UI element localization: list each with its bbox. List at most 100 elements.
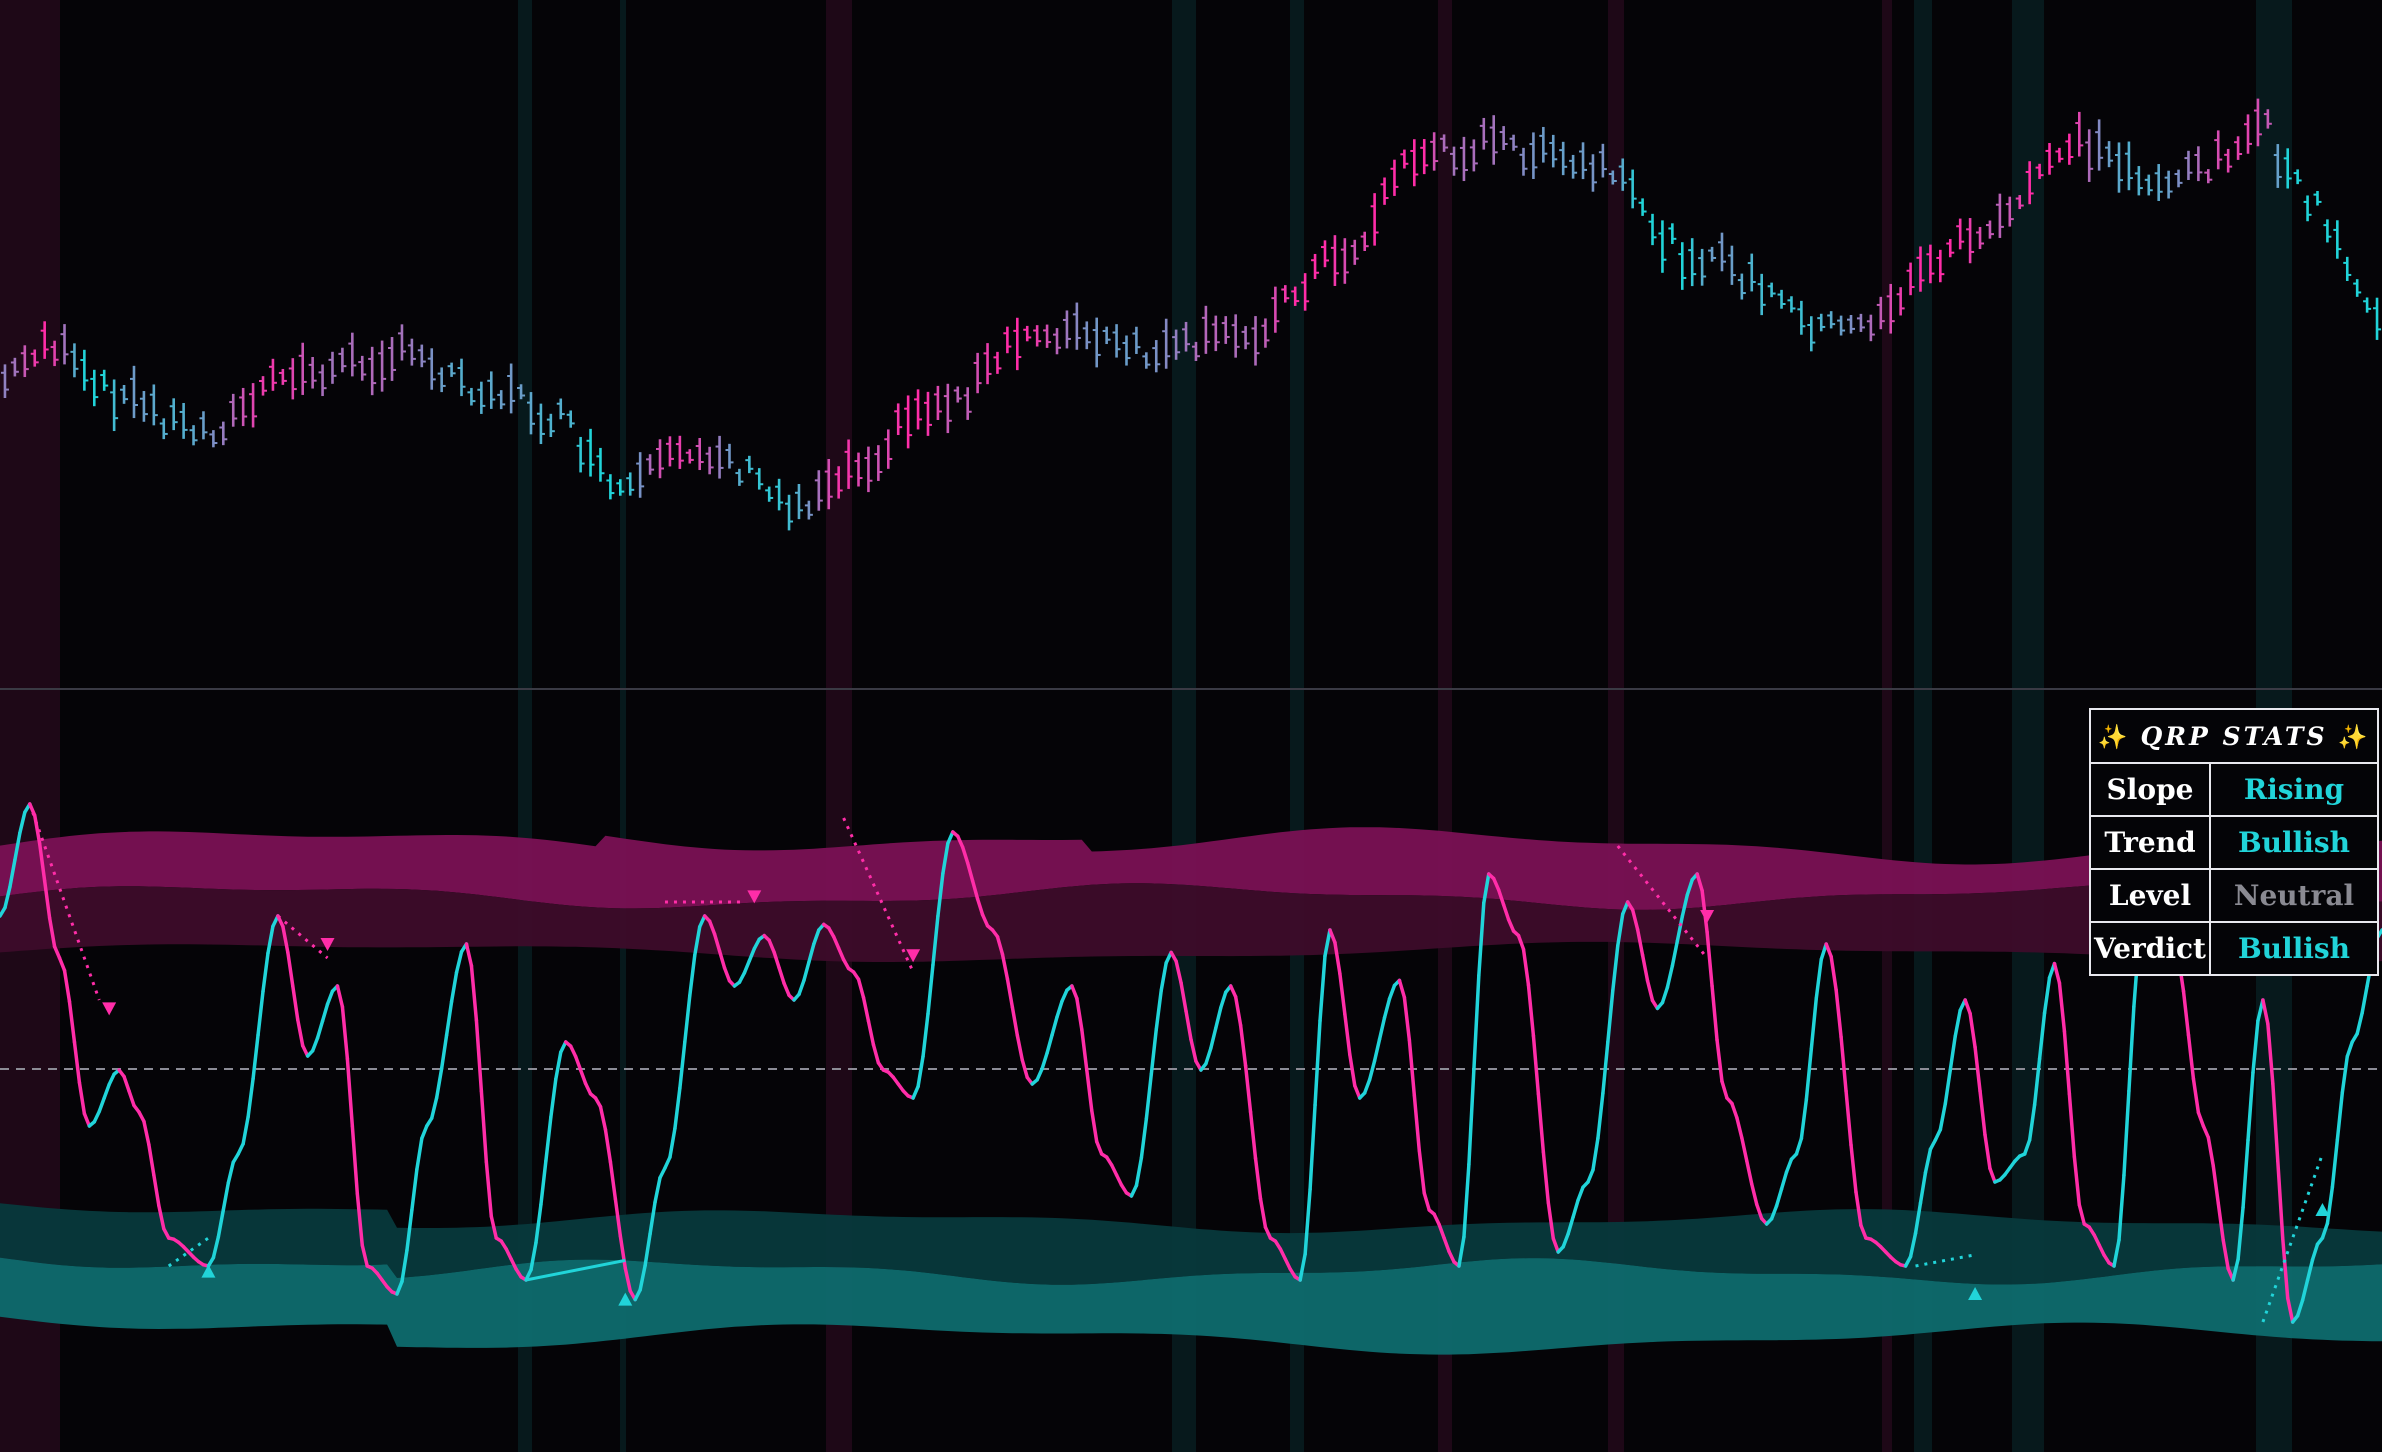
oscillator-segment <box>1238 1023 1248 1068</box>
oscillator-segment <box>1045 1033 1054 1055</box>
oscillator-segment <box>797 978 806 997</box>
oscillator-segment <box>1040 1051 1049 1071</box>
oscillator-segment <box>350 1124 360 1196</box>
bearish-divergence-marker <box>906 949 921 963</box>
oscillator-segment <box>1387 983 1397 1001</box>
oscillator-segment <box>717 949 727 970</box>
oscillator-segment <box>434 1066 444 1100</box>
oscillator-segment <box>142 1119 151 1147</box>
oscillator-segment <box>931 914 940 967</box>
oscillator-segment <box>1740 1136 1749 1163</box>
oscillator-segment <box>1918 1170 1928 1205</box>
oscillator-segment <box>2320 1221 2330 1240</box>
oscillator-segment <box>1467 1068 1476 1167</box>
oscillator-segment <box>1665 964 1675 990</box>
oscillator-segment <box>1214 1006 1223 1030</box>
oscillator-segment <box>2325 1185 2335 1226</box>
oscillator-segment <box>1005 976 1015 1009</box>
oscillator-segment <box>1660 985 1670 1005</box>
oscillator-segment <box>1814 957 1823 1001</box>
upper-band-inner <box>0 883 2382 964</box>
oscillator-segment <box>52 944 62 960</box>
oscillator-segment <box>1338 971 1347 1016</box>
oscillator-segment <box>1263 1225 1273 1240</box>
oscillator-segment <box>980 912 990 928</box>
oscillator-segment <box>2251 1018 2260 1075</box>
oscillator-segment <box>1710 984 1719 1042</box>
oscillator-bands <box>0 827 2382 1355</box>
oscillator-segment <box>57 956 67 973</box>
oscillator-segment <box>1015 1033 1025 1062</box>
oscillator-segment <box>1799 1097 1809 1141</box>
oscillator-segment <box>946 830 955 846</box>
oscillator-segment <box>1184 1009 1193 1042</box>
oscillator-segment <box>2231 1257 2240 1282</box>
oscillator-segment <box>1616 912 1625 948</box>
oscillator-segment <box>1397 978 1407 1000</box>
oscillator-segment <box>1348 1052 1357 1088</box>
stats-label: Verdict <box>2091 923 2211 974</box>
oscillator-segment <box>137 1110 146 1124</box>
oscillator-segment <box>663 1155 672 1170</box>
oscillator-segment <box>549 1077 558 1120</box>
oscillator-segment <box>1472 973 1481 1072</box>
oscillator-segment <box>1204 1046 1213 1066</box>
oscillator-segment <box>266 924 275 955</box>
oscillator-segment <box>1635 927 1645 957</box>
oscillator-segment <box>1437 1222 1446 1240</box>
bullish-divergence-line <box>1915 1253 1976 1268</box>
oscillator-segment <box>1377 1015 1387 1041</box>
oscillator-segment <box>420 1124 429 1141</box>
oscillator-segment <box>1675 914 1685 943</box>
oscillator-segment <box>251 1033 260 1081</box>
oscillator-segment <box>454 950 464 975</box>
oscillator-segment <box>92 1109 101 1124</box>
oscillator-segment <box>1432 1212 1441 1227</box>
oscillator-segment <box>1745 1159 1754 1186</box>
oscillator-segment <box>291 984 300 1022</box>
oscillator-segment <box>812 928 821 946</box>
oscillator-segment <box>693 925 702 958</box>
oscillator-segment <box>2112 1238 2121 1268</box>
oscillator-segment <box>1794 1136 1804 1156</box>
oscillator-segment <box>1541 1150 1551 1205</box>
oscillator-segment <box>216 1208 226 1239</box>
bullish-divergence-marker <box>1968 1287 1983 1300</box>
oscillator-segment <box>1620 900 1630 916</box>
oscillator-segment <box>1412 1093 1422 1153</box>
oscillator-segment <box>405 1208 414 1253</box>
oscillator-segment <box>1219 990 1228 1010</box>
oscillator-segment <box>345 1056 355 1128</box>
oscillator-segment <box>2300 1278 2310 1302</box>
oscillator-segment <box>539 1159 548 1207</box>
oscillator-segment <box>1174 959 1183 985</box>
divergence-markers <box>28 803 2330 1323</box>
oscillator-segment <box>102 1082 111 1100</box>
price-bars <box>0 98 2382 531</box>
oscillator-segment <box>2266 1022 2275 1086</box>
oscillator-segment <box>2042 975 2052 1015</box>
oscillator-segment <box>1844 1089 1853 1147</box>
oscillator-segment <box>1953 1008 1962 1039</box>
oscillator-segment <box>1516 933 1526 951</box>
oscillator-segment <box>643 1232 652 1268</box>
oscillator-segment <box>1854 1190 1863 1228</box>
oscillator-segment <box>2186 1033 2196 1081</box>
oscillator-segment <box>236 1142 245 1156</box>
oscillator-segment <box>310 1036 320 1053</box>
stats-value: Neutral <box>2233 879 2355 912</box>
oscillator-line <box>0 802 2382 1324</box>
bearish-divergence-marker <box>747 890 762 904</box>
oscillator-segment <box>1938 1101 1948 1132</box>
oscillator-segment <box>1561 1232 1570 1249</box>
oscillator-segment <box>529 1241 538 1272</box>
oscillator-segment <box>1457 1235 1466 1268</box>
oscillator-segment <box>707 919 717 936</box>
oscillator-segment <box>1010 1005 1020 1038</box>
oscillator-segment <box>683 993 692 1044</box>
oscillator-segment <box>673 1086 682 1131</box>
oscillator-segment <box>325 989 335 1006</box>
stats-table-title: QRP STATS <box>2140 721 2328 751</box>
oscillator-segment <box>1382 997 1392 1020</box>
oscillator-segment <box>1179 981 1188 1013</box>
